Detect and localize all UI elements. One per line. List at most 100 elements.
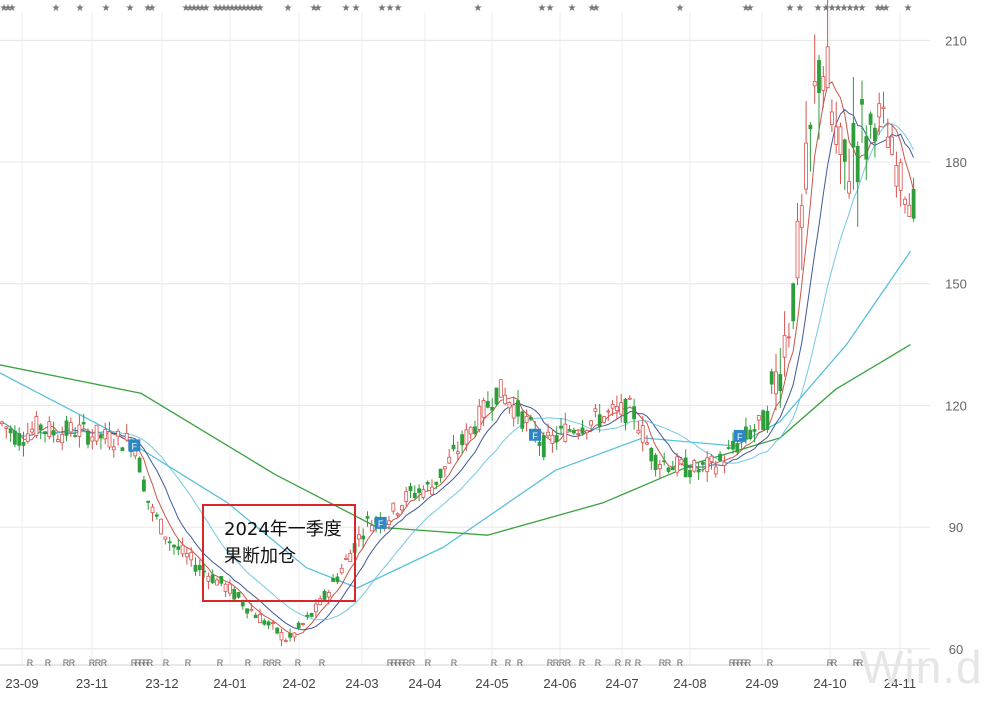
x-tick-label: 24-04 [408,676,441,691]
bottom-r-marker: R [559,658,566,668]
top-star-marker: ★ [252,3,261,14]
top-star-marker: ★ [538,3,547,14]
top-star-marker: ★ [904,3,913,14]
bottom-r-marker: R [729,658,736,668]
candle-body [197,565,202,571]
top-star-marker: ★ [240,3,249,14]
bottom-r-marker: R [677,658,684,668]
bottom-r-marker: R [505,658,512,668]
candle-body [520,411,525,429]
event-marker [374,516,387,529]
candle-body [56,439,60,443]
candle-body [662,460,667,463]
candle-body [219,576,224,584]
candle-body [774,371,778,395]
top-star-marker: ★ [76,3,85,14]
top-star-marker: ★ [352,3,361,14]
top-star-marker: ★ [852,3,861,14]
candle-body [25,433,30,442]
bottom-r-marker: R [565,658,572,668]
candle-body [180,544,185,555]
top-star-marker: ★ [148,3,157,14]
candle-body [524,416,529,423]
bottom-r-marker: R [635,658,642,668]
candle-body [825,46,830,89]
candle-body [434,481,439,485]
candle-body [541,435,546,458]
bottom-r-marker: R [615,658,622,668]
candle-body [713,466,718,475]
candle-body [718,453,722,461]
event-marker-label: F [532,431,538,441]
candle-body [210,574,215,584]
candle-body [408,485,413,492]
y-tick-label: 120 [945,398,967,413]
candle-body [184,553,189,558]
candle-body [842,139,847,162]
candle-body [597,414,602,427]
top-star-marker: ★ [796,3,805,14]
bottom-r-marker: R [147,658,154,668]
x-tick-label: 24-01 [213,676,246,691]
bottom-r-marker: R [63,658,70,668]
bottom-r-marker: R [95,658,102,668]
candle-body [4,426,9,429]
candle-body [658,464,662,470]
x-tick-label: 24-10 [813,676,846,691]
bottom-r-marker: R [659,658,666,668]
event-marker-label: F [132,441,138,451]
top-star-marker: ★ [212,3,221,14]
top-star-marker: ★ [394,3,403,14]
candle-body [365,516,370,519]
top-star-marker: ★ [882,3,891,14]
candle-body [898,162,903,191]
candle-body [430,486,434,495]
bottom-r-marker: R [387,658,394,668]
candle-body [683,457,688,478]
candle-body [227,583,232,594]
candle-body [490,406,495,411]
bottom-r-marker: R [425,658,432,668]
bottom-r-marker: R [391,658,398,668]
candle-body [279,631,284,641]
candle-body [339,567,344,574]
candle-body [580,427,585,434]
candle-body [447,456,452,464]
top-star-marker: ★ [588,3,597,14]
top-star-marker: ★ [786,3,795,14]
candle-body [756,415,761,421]
bottom-r-marker: R [491,658,498,668]
top-star-marker: ★ [0,3,9,14]
candle-body [361,535,366,540]
top-star-marker: ★ [568,3,577,14]
candle-body [421,489,426,498]
candle-body [288,633,293,638]
candle-body [275,627,280,634]
candle-body [395,513,400,516]
event-marker-label: F [378,519,384,529]
top-star-marker: ★ [592,3,601,14]
x-tick-label: 24-08 [673,676,706,691]
candle-body [249,609,254,612]
bottom-r-marker: R [831,658,838,668]
candle-body [726,447,731,449]
candle-body [51,430,56,436]
bottom-r-marker: R [143,658,150,668]
top-star-marker: ★ [102,3,111,14]
bottom-r-marker: R [269,658,276,668]
candle-body [167,541,172,544]
candle-body [473,426,477,435]
candle-body [356,534,361,540]
candle-body [563,423,568,442]
candle-body [787,336,791,339]
x-tick-label: 23-12 [145,676,178,691]
candle-body [709,455,714,462]
candle-body [791,283,796,322]
candle-body [30,428,35,433]
candle-body [417,488,422,493]
x-tick-label: 24-06 [543,676,576,691]
short-moving-average-1 [1,81,915,636]
candle-body [546,431,550,437]
bottom-r-marker: R [295,658,302,668]
